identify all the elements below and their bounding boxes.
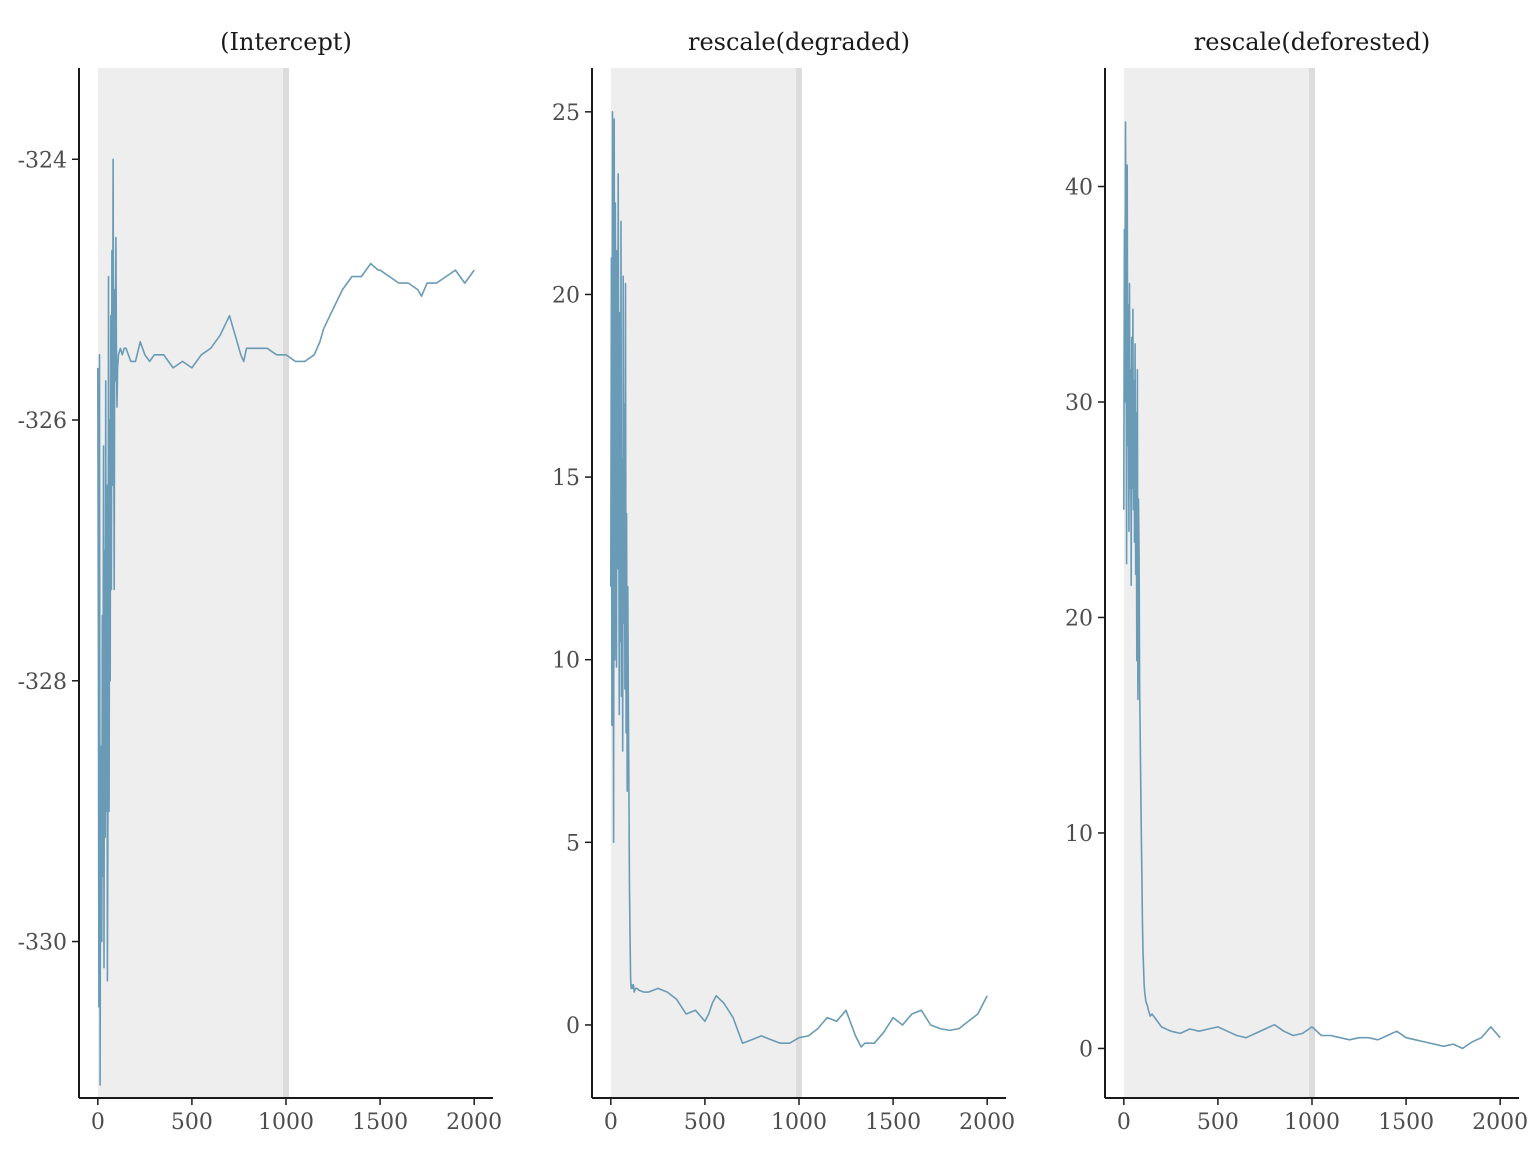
x-tick-label: 2000 xyxy=(1472,1110,1528,1135)
y-tick-label: 0 xyxy=(1079,1037,1093,1062)
y-tick-label: -326 xyxy=(18,409,67,434)
panel-intercept: (Intercept) 0 500 1000 1500 2000 -324 -326 -328 -… xyxy=(18,28,503,1135)
x-tick-label: 2000 xyxy=(959,1110,1015,1135)
x-tick-label: 500 xyxy=(171,1110,213,1135)
x-tick-label: 1000 xyxy=(258,1110,314,1135)
y-tick-label: 25 xyxy=(552,101,580,126)
y-tick-label: -328 xyxy=(18,670,67,695)
x-tick-label: 0 xyxy=(604,1110,618,1135)
x-tick-label: 500 xyxy=(684,1110,726,1135)
y-tick-label: 5 xyxy=(566,831,580,856)
panel-title: (Intercept) xyxy=(220,28,352,56)
y-tick-label: -330 xyxy=(18,931,67,956)
warmup-end-marker xyxy=(1309,68,1315,1098)
x-tick-label: 1500 xyxy=(1378,1110,1434,1135)
trace-line xyxy=(97,158,475,1086)
warmup-band xyxy=(1123,68,1312,1098)
y-tick-label: 10 xyxy=(1065,822,1093,847)
warmup-end-marker xyxy=(796,68,802,1098)
y-tick-label: 20 xyxy=(1065,606,1093,631)
x-tick-label: 0 xyxy=(1117,1110,1131,1135)
panel-title: rescale(degraded) xyxy=(688,28,910,56)
x-tick-label: 1500 xyxy=(865,1110,921,1135)
panel-rescale-degraded: rescale(degraded) 0 500 1000 1500 2000 0 5 10 15 2… xyxy=(552,28,1015,1135)
x-tick-label: 500 xyxy=(1197,1110,1239,1135)
warmup-end-marker xyxy=(283,68,289,1098)
y-tick-label: 20 xyxy=(552,283,580,308)
y-tick-label: 30 xyxy=(1065,391,1093,416)
y-tick-label: 40 xyxy=(1065,176,1093,201)
warmup-band xyxy=(610,68,799,1098)
x-tick-label: 0 xyxy=(91,1110,105,1135)
y-tick-label: -324 xyxy=(18,148,67,173)
x-tick-label: 1000 xyxy=(771,1110,827,1135)
warmup-band xyxy=(97,68,287,1098)
panel-rescale-deforested: rescale(deforested) 0 500 1000 1500 2000 0 10 20… xyxy=(1065,28,1528,1135)
y-tick-label: 15 xyxy=(552,466,580,491)
x-tick-label: 1000 xyxy=(1284,1110,1340,1135)
trace-line xyxy=(609,111,988,1048)
y-tick-label: 10 xyxy=(552,649,580,674)
trace-line xyxy=(1123,121,1501,1050)
panel-title: rescale(deforested) xyxy=(1194,28,1430,56)
y-tick-label: 0 xyxy=(566,1014,580,1039)
x-tick-label: 1500 xyxy=(352,1110,408,1135)
x-tick-label: 2000 xyxy=(446,1110,502,1135)
